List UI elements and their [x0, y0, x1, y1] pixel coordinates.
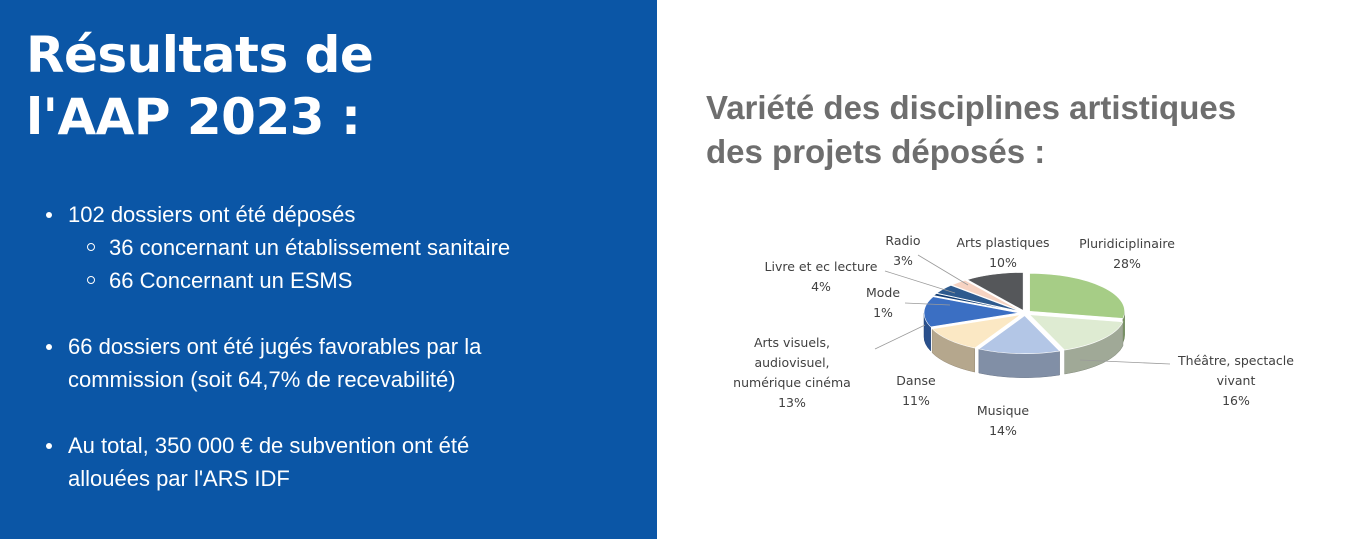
pie-slice: [1029, 272, 1125, 319]
slice-label: Théâtre, spectacle vivant 16%: [1177, 353, 1294, 408]
slice-label: Radio 3%: [885, 233, 920, 268]
bullet-line: commission (soit 64,7% de recevabilité): [68, 367, 456, 392]
title-line: Résultats de: [26, 26, 374, 84]
summary-panel: Résultats de l'AAP 2023 : 102 dossiers o…: [0, 0, 657, 539]
bullet-text: 102 dossiers ont été déposés: [68, 202, 356, 227]
title-line: l'AAP 2023 :: [26, 88, 361, 146]
bullet-subvention: Au total, 350 000 € de subvention ont ét…: [46, 429, 646, 495]
disciplines-pie-chart: Pluridiciplinaire 28% Théâtre, spectacle vi…: [733, 233, 1294, 438]
sub-list: 36 concernant un établissement sanitaire…: [68, 231, 646, 297]
pie-slice: [966, 272, 1024, 311]
chart-heading: Variété des disciplines artistiques des …: [706, 86, 1236, 174]
leader-line: [917, 254, 969, 286]
leader-line: [884, 270, 956, 294]
bullet-line: Au total, 350 000 € de subvention ont ét…: [68, 433, 470, 458]
bullet-dossiers-deposes: 102 dossiers ont été déposés 36 concerna…: [46, 198, 646, 297]
bullet-line: 66 dossiers ont été jugés favorables par…: [68, 334, 482, 359]
slice-label: Arts plastiques 10%: [956, 235, 1049, 270]
slice-label: Danse 11%: [896, 373, 936, 408]
pie-sides: [923, 311, 1125, 378]
pie-slice: [1028, 314, 1124, 351]
leader-line: [874, 324, 926, 350]
slice-label: Mode 1%: [866, 285, 900, 320]
pie-tops: [923, 272, 1125, 354]
leader-line: [1079, 359, 1171, 365]
results-list: 102 dossiers ont été déposés 36 concerna…: [46, 198, 646, 495]
sub-bullet-esms: 66 Concernant un ESMS: [87, 264, 646, 297]
leader-line: [904, 302, 951, 306]
slice-label: Arts visuels, audiovisuel, numérique ciném…: [733, 335, 851, 410]
bullet-line: allouées par l'ARS IDF: [68, 466, 290, 491]
bullet-dossiers-favorables: 66 dossiers ont été jugés favorables par…: [46, 330, 646, 396]
pie-slice: [978, 315, 1061, 354]
pie-slice: [933, 293, 1020, 313]
pie-slice: [923, 296, 1020, 328]
sub-bullet-sanitaire: 36 concernant un établissement sanitaire: [87, 231, 646, 264]
slice-label: Livre et ec lecture 4%: [765, 259, 878, 294]
heading-line: Variété des disciplines artistiques: [706, 89, 1237, 126]
heading-line: des projets déposés :: [706, 133, 1046, 170]
pie-slice: [950, 279, 1022, 312]
page-title: Résultats de l'AAP 2023 :: [26, 24, 374, 148]
slice-label: Musique 14%: [977, 403, 1030, 438]
pie-slice: [931, 314, 1021, 349]
slice-label: Pluridiciplinaire 28%: [1079, 236, 1175, 271]
